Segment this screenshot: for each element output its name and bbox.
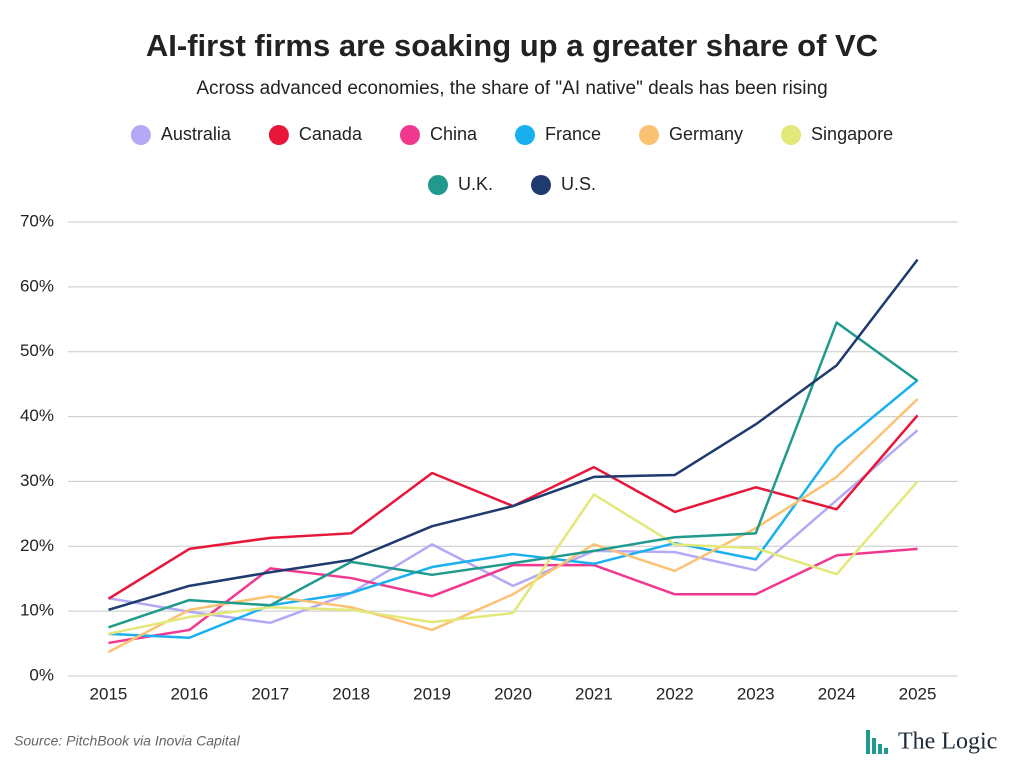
series-line — [108, 379, 919, 639]
x-tick-label: 2024 — [818, 684, 856, 703]
series-line — [108, 321, 919, 629]
legend-label: U.K. — [458, 174, 493, 194]
y-tick-label: 20% — [20, 536, 54, 555]
y-tick-label: 40% — [20, 406, 54, 425]
y-tick-label: 30% — [20, 471, 54, 490]
legend-label: Australia — [161, 124, 232, 144]
legend-swatch — [639, 125, 660, 145]
legend-swatch — [427, 175, 448, 195]
y-tick-label: 60% — [20, 276, 54, 295]
x-tick-label: 2025 — [899, 684, 937, 703]
brand-logo-icon — [866, 730, 888, 754]
legend-label: Germany — [669, 124, 743, 144]
legend-label: U.S. — [561, 174, 596, 194]
y-tick-label: 0% — [29, 665, 54, 684]
x-tick-label: 2020 — [494, 684, 532, 703]
y-tick-label: 10% — [20, 601, 54, 620]
source-note: Source: PitchBook via Inovia Capital — [14, 733, 241, 749]
series-line — [108, 480, 919, 636]
legend-row: Australia Canada China France Germany Singapo… — [130, 124, 893, 145]
legend-swatch — [531, 175, 551, 195]
x-tick-label: 2015 — [90, 684, 128, 703]
series-line — [108, 429, 919, 625]
legend-label: Canada — [299, 124, 363, 144]
chart-title: AI-first firms are soaking up a greater … — [146, 28, 878, 63]
legend-label: China — [430, 124, 478, 144]
x-tick-label: 2023 — [737, 684, 775, 703]
x-tick-label: 2022 — [656, 684, 694, 703]
x-tick-label: 2017 — [251, 684, 289, 703]
legend-swatch — [130, 125, 151, 145]
brand-name: The Logic — [898, 729, 997, 755]
y-tick-label: 70% — [20, 211, 54, 230]
chart-subtitle: Across advanced economies, the share of … — [196, 78, 827, 99]
legend-swatch — [268, 125, 289, 145]
legend-label: Singapore — [811, 124, 893, 144]
legend-swatch — [514, 125, 535, 145]
y-tick-label: 50% — [20, 341, 54, 360]
x-tick-label: 2018 — [332, 684, 370, 703]
x-tick-label: 2016 — [170, 684, 208, 703]
series-line — [108, 258, 919, 612]
legend-label: France — [545, 124, 601, 144]
series-line — [108, 547, 918, 645]
legend-swatch — [399, 125, 420, 145]
x-tick-label: 2021 — [575, 684, 613, 703]
legend-row: U.K. U.S. — [427, 174, 596, 195]
legend-swatch — [781, 125, 802, 145]
series-line — [107, 398, 919, 654]
x-tick-label: 2019 — [413, 684, 451, 703]
